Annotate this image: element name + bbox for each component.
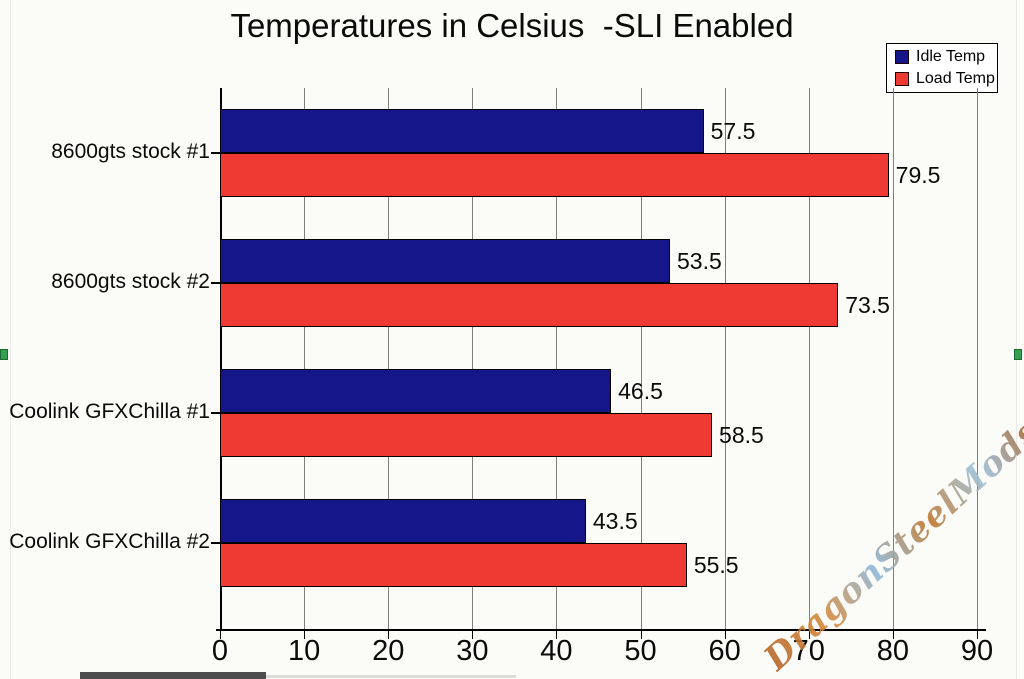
bar-load-0 — [220, 153, 889, 197]
gridline-90 — [977, 88, 978, 630]
gridline-80 — [892, 88, 894, 630]
x-tick-40 — [556, 631, 558, 639]
x-tick-30 — [472, 631, 474, 639]
x-tick-label-70: 70 — [792, 635, 825, 667]
gridline-40 — [556, 88, 558, 630]
category-label-2: Coolink GFXChilla #1 — [9, 400, 210, 423]
legend-item-idle: Idle Temp — [895, 48, 997, 66]
left-edge-line — [10, 0, 11, 679]
category-label-1: 8600gts stock #2 — [51, 270, 210, 293]
x-tick-label-60: 60 — [708, 635, 741, 667]
category-label-0: 8600gts stock #1 — [51, 140, 210, 163]
value-label-load-3: 55.5 — [693, 552, 739, 578]
bar-idle-1 — [220, 239, 670, 283]
gridline-10 — [304, 88, 306, 630]
resize-handle-left[interactable] — [0, 349, 8, 360]
x-tick-label-90: 90 — [960, 635, 994, 667]
gridline-60 — [724, 88, 726, 630]
x-tick-50 — [640, 631, 642, 639]
value-label-idle-1: 53.5 — [676, 248, 722, 274]
x-tick-20 — [388, 631, 390, 639]
chart-title: Temperatures in Celsius -SLI Enabled — [230, 7, 794, 44]
x-tick-label-30: 30 — [456, 635, 489, 667]
x-tick-10 — [304, 631, 306, 639]
load-temp-swatch-icon — [895, 72, 909, 86]
legend-label-idle: Idle Temp — [916, 48, 986, 65]
gridline-50 — [640, 88, 642, 630]
value-label-idle-2: 46.5 — [618, 378, 663, 404]
x-tick-80 — [892, 631, 894, 639]
category-tick-0 — [211, 152, 220, 154]
bar-load-1 — [220, 283, 839, 327]
x-tick-0 — [220, 631, 221, 639]
y-axis — [220, 88, 222, 630]
x-tick-60 — [724, 631, 726, 639]
category-tick-2 — [211, 412, 220, 414]
x-tick-70 — [808, 631, 810, 639]
x-tick-90 — [977, 631, 978, 639]
value-label-idle-3: 43.5 — [592, 508, 638, 534]
bar-idle-3 — [220, 499, 586, 543]
legend: Idle Temp Load Temp — [886, 43, 998, 93]
category-tick-3 — [211, 542, 220, 544]
category-tick-1 — [211, 282, 220, 284]
bar-load-2 — [220, 413, 713, 457]
gridline-30 — [472, 88, 474, 630]
x-tick-label-0: 0 — [211, 635, 229, 667]
gridline-70 — [808, 88, 810, 630]
x-tick-label-40: 40 — [540, 635, 573, 667]
bottom-cropped-element-faint — [266, 675, 516, 678]
gridline-20 — [388, 88, 390, 630]
bar-idle-0 — [220, 109, 704, 153]
legend-item-load: Load Temp — [895, 70, 997, 88]
value-label-idle-0: 57.5 — [710, 118, 756, 144]
bar-load-3 — [220, 543, 687, 587]
x-tick-label-20: 20 — [372, 635, 405, 667]
x-tick-label-50: 50 — [624, 635, 657, 667]
category-label-3: Coolink GFXChilla #2 — [9, 530, 210, 553]
x-tick-label-10: 10 — [287, 635, 321, 667]
value-label-load-0: 79.5 — [895, 162, 941, 188]
value-label-load-2: 58.5 — [719, 422, 764, 448]
idle-temp-swatch-icon — [895, 50, 909, 64]
bar-idle-2 — [220, 369, 612, 413]
resize-handle-right[interactable] — [1014, 349, 1022, 360]
value-label-load-1: 73.5 — [845, 292, 890, 318]
legend-label-load: Load Temp — [916, 70, 995, 87]
right-edge-line — [1016, 0, 1017, 679]
x-tick-label-80: 80 — [876, 635, 909, 667]
bottom-cropped-element — [80, 672, 266, 679]
x-axis — [216, 629, 986, 631]
